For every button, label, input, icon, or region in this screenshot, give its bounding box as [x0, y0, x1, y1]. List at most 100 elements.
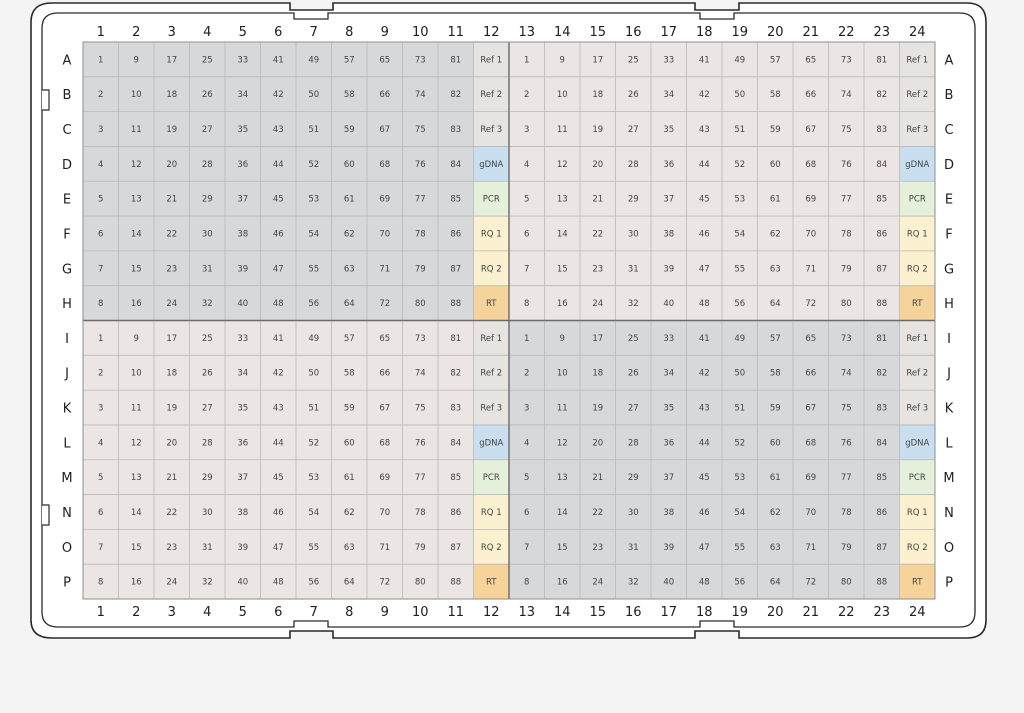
well — [260, 181, 296, 217]
well-number: 41 — [699, 334, 710, 344]
well — [580, 494, 616, 530]
row-label-right: I — [947, 332, 951, 347]
well — [828, 250, 864, 286]
well-number: 50 — [734, 369, 745, 379]
well — [828, 529, 864, 565]
well — [83, 181, 119, 217]
well — [438, 494, 474, 530]
well — [615, 390, 651, 425]
control-well-label: Ref 2 — [906, 90, 928, 100]
well — [651, 285, 687, 321]
well-number: 15 — [557, 543, 568, 553]
well-number: 7 — [98, 543, 103, 553]
well-number: 34 — [237, 90, 248, 100]
well-number: 19 — [166, 404, 177, 414]
well-number: 22 — [592, 508, 603, 518]
well — [473, 146, 509, 182]
well — [154, 146, 190, 182]
well-number: 68 — [805, 438, 816, 448]
well-number: 9 — [560, 55, 565, 65]
well — [686, 424, 722, 460]
well-number: 42 — [699, 369, 710, 379]
well — [793, 355, 829, 391]
well — [899, 529, 935, 565]
well-number: 37 — [237, 195, 248, 205]
well-number: 65 — [379, 334, 390, 344]
well-number: 12 — [131, 438, 142, 448]
well-number: 37 — [663, 473, 674, 483]
well — [864, 424, 900, 460]
well — [473, 529, 509, 565]
well-number: 18 — [166, 369, 177, 379]
well-number: 13 — [131, 195, 142, 205]
well-number: 67 — [805, 404, 816, 414]
well-number: 70 — [805, 508, 816, 518]
well-number: 34 — [237, 369, 248, 379]
row-label-right: N — [944, 506, 954, 521]
well-number: 85 — [876, 473, 887, 483]
well — [438, 320, 474, 356]
well-number: 6 — [98, 229, 103, 239]
well — [83, 529, 119, 565]
well-number: 23 — [166, 543, 177, 553]
well-number: 21 — [592, 473, 603, 483]
well — [509, 564, 545, 599]
well — [899, 494, 935, 530]
well — [686, 390, 722, 425]
well — [225, 459, 261, 495]
well-number: 26 — [202, 369, 213, 379]
well-number: 45 — [699, 195, 710, 205]
well-number: 88 — [450, 299, 461, 309]
well — [615, 216, 651, 251]
well-number: 2 — [524, 369, 529, 379]
well — [83, 355, 119, 391]
well-number: 10 — [131, 369, 142, 379]
column-label-top: 14 — [554, 25, 571, 40]
well-number: 20 — [592, 438, 603, 448]
well-number: 72 — [379, 578, 390, 588]
well-number: 11 — [557, 404, 568, 414]
well-number: 16 — [131, 299, 142, 309]
well-number: 56 — [308, 299, 319, 309]
well — [793, 459, 829, 495]
well-number: 48 — [273, 299, 284, 309]
control-well-label: RQ 2 — [907, 543, 928, 553]
well-number: 25 — [628, 334, 639, 344]
well — [864, 320, 900, 356]
well-number: 67 — [805, 125, 816, 135]
well — [544, 459, 580, 495]
well-number: 68 — [805, 160, 816, 170]
well — [402, 216, 438, 251]
well-number: 54 — [308, 229, 319, 239]
well — [83, 459, 119, 495]
well — [757, 146, 793, 182]
well — [473, 111, 509, 147]
well — [580, 355, 616, 391]
well-number: 26 — [202, 90, 213, 100]
well — [686, 459, 722, 495]
well — [651, 146, 687, 182]
well — [438, 76, 474, 112]
well-number: 83 — [450, 125, 461, 135]
well — [864, 250, 900, 286]
well — [544, 320, 580, 356]
well-number: 27 — [202, 404, 213, 414]
well-number: 16 — [131, 578, 142, 588]
well — [331, 424, 367, 460]
well — [793, 250, 829, 286]
column-label-top: 11 — [447, 25, 464, 40]
well — [615, 494, 651, 530]
column-label-top: 20 — [767, 25, 784, 40]
row-label-left: M — [61, 471, 72, 486]
well — [331, 216, 367, 251]
well — [828, 181, 864, 217]
well-number: 30 — [202, 229, 213, 239]
well — [509, 494, 545, 530]
well-number: 24 — [592, 578, 603, 588]
well-number: 79 — [841, 543, 852, 553]
well-number: 75 — [415, 125, 426, 135]
control-well-label: Ref 3 — [906, 125, 928, 135]
well — [651, 390, 687, 425]
well-number: 71 — [379, 543, 390, 553]
well — [757, 355, 793, 391]
